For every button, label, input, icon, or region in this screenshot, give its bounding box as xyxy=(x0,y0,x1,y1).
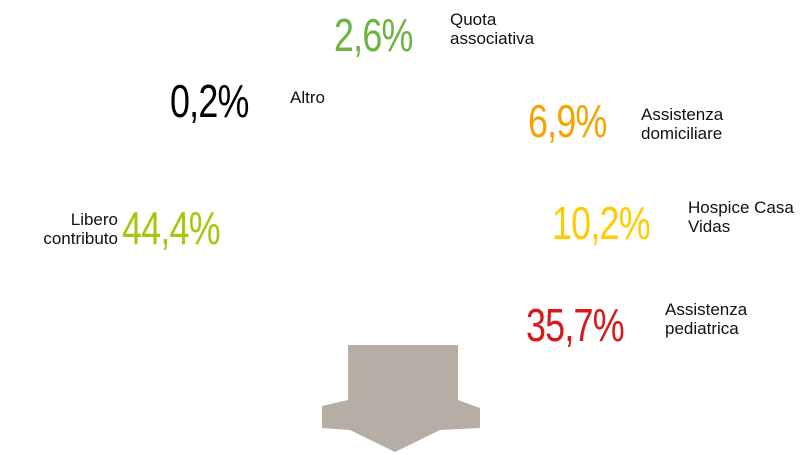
legend-label: Hospice Casa Vidas xyxy=(688,198,794,236)
trunk xyxy=(322,345,480,452)
legend-label: Assistenza domiciliare xyxy=(641,105,724,143)
value-label: 10,2% xyxy=(552,197,651,249)
value-label: 6,9% xyxy=(528,95,607,147)
value-label: 2,6% xyxy=(334,9,413,61)
pie-slice xyxy=(402,80,404,240)
value-label: 35,7% xyxy=(526,299,625,351)
pie-slice xyxy=(242,80,402,390)
value-label: 0,2% xyxy=(170,75,249,127)
legend-label: Assistenza pediatrica xyxy=(665,300,748,338)
legend-label: Libero contributo xyxy=(43,210,118,248)
legend-label: Altro xyxy=(290,88,325,107)
pie-slice xyxy=(402,82,494,240)
value-label: 44,4% xyxy=(122,202,221,254)
pie-slice xyxy=(402,80,430,240)
legend-label: Quota associativa xyxy=(450,10,535,48)
